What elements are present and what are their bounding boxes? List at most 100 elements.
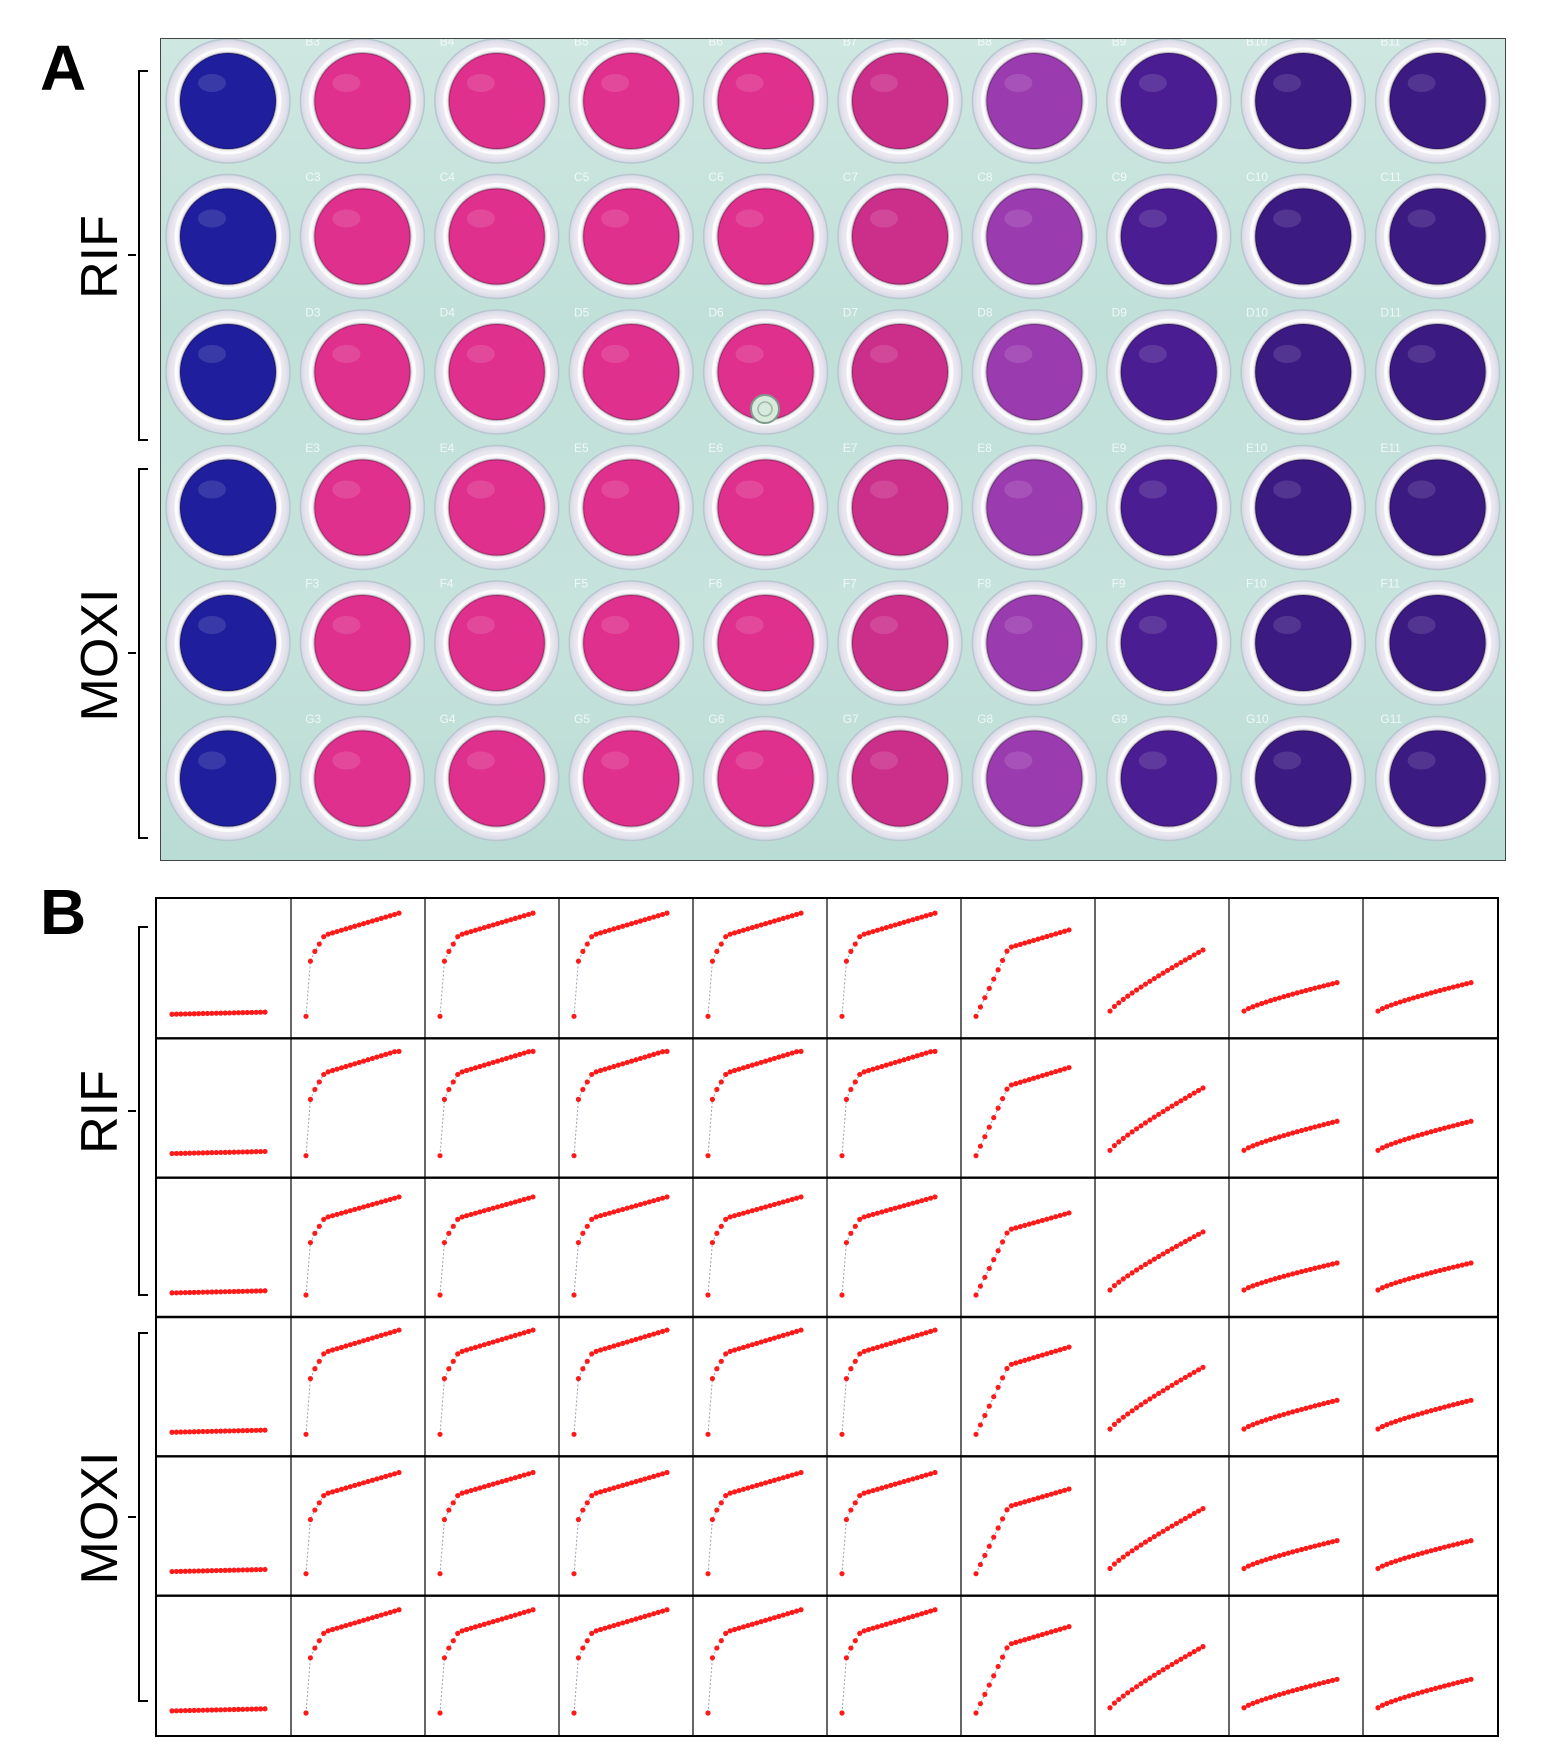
curve-point <box>517 1331 523 1337</box>
curve-point <box>767 1336 773 1342</box>
curve-point <box>1195 1087 1202 1094</box>
curve-point <box>1142 1261 1149 1268</box>
curve-point <box>1281 994 1287 1000</box>
curve-point <box>615 1621 621 1627</box>
curve-point <box>793 1049 800 1055</box>
microplate-photo: B3 B4 B5 B6 B7 B8 B9 B10 B11 C3 C4 C5 C6 C7 C8 C9 C10 C11… <box>160 38 1506 861</box>
curve-point <box>1325 1120 1331 1127</box>
curve-point <box>798 1194 804 1200</box>
curve-point <box>226 1149 233 1155</box>
curve-point <box>1298 1546 1305 1553</box>
curve-point <box>1254 1141 1260 1147</box>
curve-point <box>709 1516 716 1523</box>
curve-point <box>503 1335 510 1341</box>
curve-point <box>222 1149 228 1155</box>
curve-point <box>1004 1086 1010 1092</box>
curve-point <box>1004 1645 1010 1651</box>
curve-point <box>521 1330 527 1336</box>
curve-point <box>1375 1008 1381 1014</box>
curve-point <box>1379 1285 1386 1291</box>
growth-curve <box>973 1344 1072 1437</box>
curve-point <box>1419 1410 1425 1416</box>
curve-point <box>1285 1550 1291 1556</box>
curve-point <box>1008 944 1015 950</box>
curve-point <box>477 1343 483 1349</box>
curve-point <box>1312 985 1318 991</box>
curve-point <box>387 1196 393 1203</box>
curve-point <box>736 1487 742 1494</box>
curve-point <box>257 1566 264 1573</box>
curve-point <box>472 1344 479 1350</box>
curve-point <box>1272 1414 1278 1420</box>
well-label: C3 <box>305 170 321 184</box>
curve-point <box>848 1086 854 1093</box>
curve-point <box>857 1630 863 1636</box>
curve-point <box>249 1427 255 1434</box>
curve-point <box>986 1124 992 1130</box>
curve-point <box>1178 959 1184 966</box>
curve-point <box>1160 970 1166 976</box>
curve-point <box>1334 980 1340 986</box>
curve-point <box>1325 1262 1331 1268</box>
curve-point <box>910 1334 916 1340</box>
growth-curve <box>1241 1538 1340 1572</box>
curve-point <box>481 1484 487 1490</box>
curve-point <box>1035 1495 1041 1501</box>
curve-point <box>169 1568 175 1575</box>
curve-point <box>325 931 331 937</box>
curve-point <box>213 1567 219 1574</box>
curve-point <box>597 1067 604 1074</box>
curve-point <box>455 1071 461 1078</box>
curve-point <box>1030 1496 1037 1502</box>
curve-point <box>209 1010 215 1016</box>
curve-point <box>262 1288 268 1294</box>
curve-point <box>1463 1677 1470 1683</box>
curve-point <box>1432 989 1439 995</box>
curve-point <box>637 1201 644 1208</box>
curve-point <box>499 1478 505 1485</box>
curve-point <box>1294 1686 1300 1693</box>
curve-point <box>191 1707 197 1713</box>
curve-point <box>334 1625 340 1631</box>
curve-point <box>378 915 384 921</box>
well-label: E10 <box>1246 441 1268 455</box>
growth-curve <box>1107 1085 1206 1153</box>
curve-point <box>173 1150 180 1157</box>
curve-point <box>879 1343 885 1349</box>
curve-point <box>1290 1409 1296 1415</box>
curve-point <box>1419 1550 1425 1556</box>
well-label: C7 <box>843 170 859 184</box>
curve-point <box>597 1213 604 1219</box>
curve-point <box>646 1475 652 1481</box>
well <box>434 715 560 842</box>
curve-point <box>1129 990 1135 996</box>
curve-point <box>325 1490 331 1496</box>
curve-point <box>231 1706 237 1713</box>
growth-curve <box>839 1048 938 1159</box>
curve-point <box>1312 1543 1318 1549</box>
well-label: F5 <box>574 576 588 590</box>
curve-point <box>378 1332 384 1338</box>
curve-point <box>1468 1260 1474 1266</box>
curve-point <box>530 1048 536 1054</box>
curve-point <box>705 1571 711 1577</box>
curve-point <box>798 1327 804 1333</box>
curve-point <box>1061 928 1068 934</box>
curve-point <box>253 1427 259 1433</box>
curve-point <box>1388 1002 1394 1008</box>
curve-point <box>874 1624 881 1630</box>
curve-point <box>589 1630 595 1636</box>
curve-point <box>463 1626 470 1633</box>
curve-point <box>995 967 1001 973</box>
curve-point <box>664 1194 670 1200</box>
curve-point <box>1138 1681 1144 1687</box>
curve-point <box>995 1384 1001 1390</box>
curve-point <box>736 1625 742 1631</box>
curve-point <box>1017 1224 1023 1230</box>
curve-point <box>1375 1147 1381 1153</box>
curve-point <box>745 1063 751 1070</box>
curve-point <box>1061 1211 1068 1217</box>
growth-curve <box>1375 1397 1474 1432</box>
curve-point <box>914 1612 920 1618</box>
